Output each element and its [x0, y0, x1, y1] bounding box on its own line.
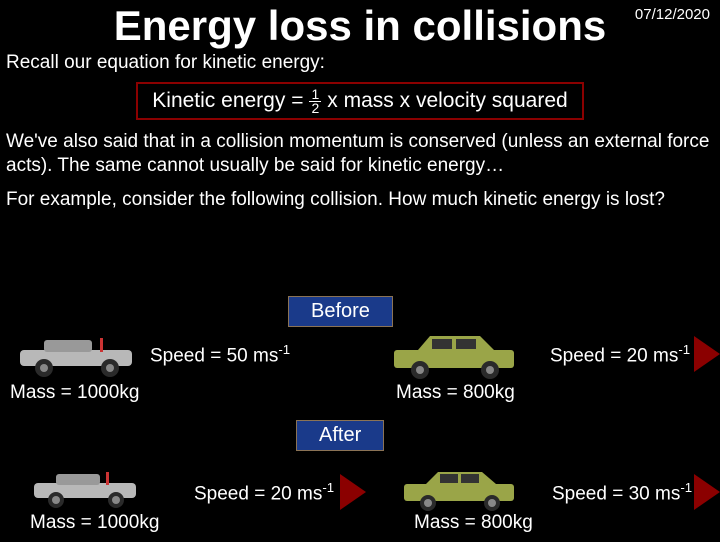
- arrow-after-car1: [340, 474, 366, 510]
- after-car1-mass: Mass = 1000kg: [30, 512, 159, 534]
- paragraph-2: For example, consider the following coll…: [6, 188, 714, 212]
- car-sedan-after: [398, 466, 528, 512]
- phase-after-label: After: [296, 420, 384, 451]
- formula-rhs: x mass x velocity squared: [327, 89, 567, 113]
- paragraph-1: We've also said that in a collision mome…: [6, 130, 714, 178]
- arrow-before-car2: [694, 336, 720, 372]
- formula-fraction: 1 2: [309, 88, 321, 114]
- formula-lhs: Kinetic energy =: [152, 89, 303, 113]
- arrow-after-car2: [694, 474, 720, 510]
- before-car1-speed: Speed = 50 ms-1: [150, 342, 290, 367]
- phase-before-label: Before: [288, 296, 393, 327]
- date-text: 07/12/2020: [635, 6, 710, 23]
- page-title: Energy loss in collisions: [0, 2, 720, 50]
- subtitle-text: Recall our equation for kinetic energy:: [6, 52, 714, 74]
- car-convertible-after: [28, 468, 148, 510]
- formula-box: Kinetic energy = 1 2 x mass x velocity s…: [136, 82, 583, 120]
- after-car2-mass: Mass = 800kg: [414, 512, 533, 534]
- before-car2-speed: Speed = 20 ms-1: [550, 342, 690, 367]
- after-car2-speed: Speed = 30 ms-1: [552, 480, 692, 505]
- before-car1-mass: Mass = 1000kg: [10, 382, 139, 404]
- after-car1-speed: Speed = 20 ms-1: [194, 480, 334, 505]
- car-convertible-before: [14, 334, 144, 378]
- car-sedan-before: [388, 330, 528, 380]
- before-car2-mass: Mass = 800kg: [396, 382, 515, 404]
